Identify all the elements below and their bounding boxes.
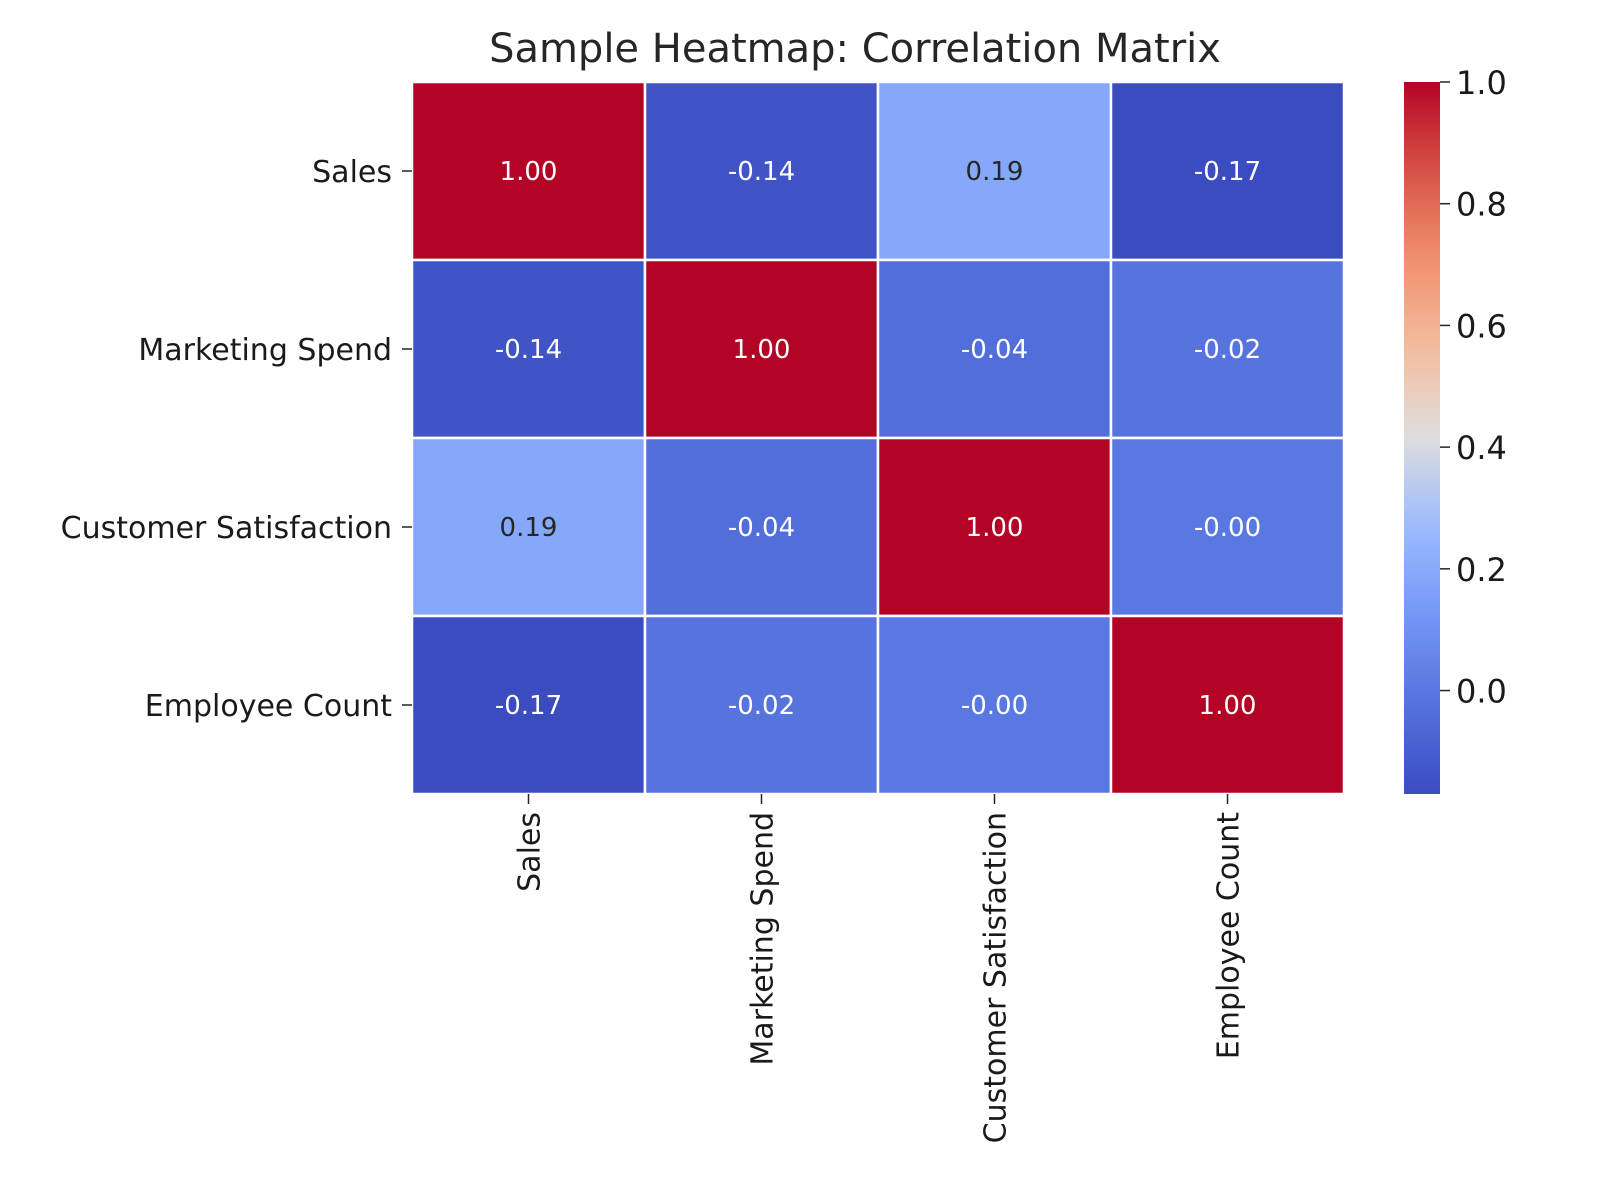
cell-value-label: -0.04 (961, 335, 1028, 365)
heatmap-cell (643, 258, 880, 440)
colorbar-gradient (1404, 82, 1440, 794)
cell-value-label: 1.00 (1199, 691, 1257, 721)
heatmap-cell (643, 80, 880, 262)
row-tick-labels: Sales Marketing Spend Customer Satisfactio… (61, 155, 412, 724)
colorbar-tick-label: 1.0 (1456, 64, 1507, 102)
heatmap-cell (1109, 614, 1346, 796)
heatmap-cell (876, 80, 1113, 262)
heatmap-cell (1109, 258, 1346, 440)
row-tick-label: Marketing Spend (138, 333, 392, 368)
cell-value-label: 1.00 (500, 157, 558, 187)
row-tick-label: Customer Satisfaction (61, 511, 392, 546)
cell-value-label: -0.14 (495, 335, 562, 365)
colorbar: 0.0 0.2 0.4 0.6 0.8 1.0 (1404, 64, 1507, 794)
colorbar-tick-label: 0.2 (1456, 551, 1507, 589)
cell-value-label: 1.00 (966, 513, 1024, 543)
colorbar-tick-label: 0.0 (1456, 673, 1507, 711)
heatmap-cell (410, 80, 647, 262)
cell-value-label: -0.14 (728, 157, 795, 187)
row-tick-label: Sales (312, 155, 392, 190)
colorbar-tick-label: 0.6 (1456, 307, 1507, 345)
column-tick-label: Customer Satisfaction (979, 812, 1014, 1143)
cell-value-label: -0.17 (1194, 157, 1261, 187)
cell-value-label: -0.00 (1194, 513, 1261, 543)
row-tick-label: Employee Count (145, 689, 392, 724)
cell-value-label: -0.04 (728, 513, 795, 543)
heatmap-cell (1109, 80, 1346, 262)
heatmap-cell (1109, 436, 1346, 618)
heatmap-cell (643, 436, 880, 618)
cell-value-label: -0.02 (728, 691, 795, 721)
chart-title: Sample Heatmap: Correlation Matrix (489, 26, 1221, 72)
heatmap-cell (643, 614, 880, 796)
cell-value-label: 1.00 (733, 335, 791, 365)
column-tick-label: Employee Count (1212, 812, 1247, 1059)
cell-value-label: 0.19 (966, 157, 1024, 187)
column-tick-label: Marketing Spend (746, 812, 781, 1066)
cell-value-label: -0.00 (961, 691, 1028, 721)
column-tick-label: Sales (513, 812, 548, 892)
heatmap-cells: 1.00 -0.14 0.19 -0.17 -0.14 1.00 -0.04 -0.02 0.1… (410, 80, 1346, 796)
cell-value-label: -0.17 (495, 691, 562, 721)
cell-value-label: 0.19 (500, 513, 558, 543)
heatmap-cell (410, 258, 647, 440)
colorbar-tick-label: 0.4 (1456, 429, 1507, 467)
cell-value-label: -0.02 (1194, 335, 1261, 365)
column-tick-labels: Sales Marketing Spend Customer Satisfactio… (513, 794, 1247, 1143)
heatmap-cell (410, 614, 647, 796)
colorbar-tick-label: 0.8 (1456, 186, 1507, 224)
